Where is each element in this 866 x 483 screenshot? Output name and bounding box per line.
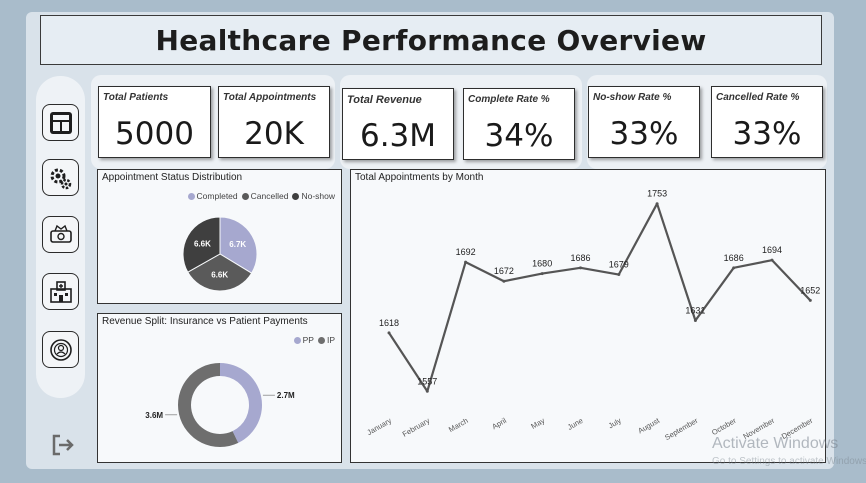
line-data-label: 1753 bbox=[647, 189, 667, 199]
x-tick-label: August bbox=[636, 415, 662, 435]
activate-windows-watermark: Activate Windows bbox=[712, 435, 839, 452]
nav-finance-button[interactable] bbox=[42, 216, 79, 253]
kpi-cancelled-rate: Cancelled Rate % 33% bbox=[711, 86, 823, 158]
line-data-label: 1679 bbox=[609, 260, 629, 270]
donut-data-label: 3.6M bbox=[145, 411, 163, 420]
x-tick-label: June bbox=[566, 416, 585, 432]
kpi-noshow-rate: No-show Rate % 33% bbox=[588, 86, 700, 158]
x-tick-label: September bbox=[663, 416, 700, 442]
appointments-line-chart[interactable]: 1618 January 1557 February 1692 March 1672 Apri… bbox=[351, 170, 824, 461]
x-tick-label: February bbox=[401, 416, 432, 439]
revenue-split-donut[interactable]: 2.7M 3.6M bbox=[98, 314, 340, 461]
kpi-value: 33% bbox=[609, 116, 679, 152]
legend-item-pp[interactable]: PP bbox=[293, 335, 314, 345]
line-point[interactable] bbox=[425, 389, 429, 393]
kpi-value: 34% bbox=[484, 118, 554, 154]
kpi-value: 33% bbox=[732, 116, 802, 152]
line-point[interactable] bbox=[387, 331, 391, 335]
line-point[interactable] bbox=[770, 258, 774, 262]
line-data-label: 1694 bbox=[762, 245, 782, 255]
line-point[interactable] bbox=[808, 298, 812, 302]
line-data-label: 1686 bbox=[724, 253, 744, 263]
line-point[interactable] bbox=[502, 279, 506, 283]
line-data-label: 1686 bbox=[570, 253, 590, 263]
donut-data-label: 2.7M bbox=[277, 391, 295, 400]
dashboard-icon bbox=[49, 111, 72, 134]
appointments-by-month-card[interactable]: Total Appointments by Month 1618 January 1… bbox=[350, 169, 826, 463]
kpi-total-revenue: Total Revenue 6.3M bbox=[342, 88, 454, 160]
x-tick-label: May bbox=[529, 416, 546, 431]
title-bar: Healthcare Performance Overview bbox=[40, 15, 822, 65]
legend-item-cancelled[interactable]: Cancelled bbox=[241, 191, 288, 201]
line-data-label: 1557 bbox=[417, 376, 437, 386]
settings-gears-icon bbox=[50, 168, 71, 189]
appointment-status-card[interactable]: Appointment Status Distribution Complete… bbox=[97, 169, 342, 304]
chart-title: Total Appointments by Month bbox=[355, 172, 484, 183]
legend-item-noshow[interactable]: No-show bbox=[292, 191, 335, 201]
appointments-line-series[interactable] bbox=[388, 202, 812, 393]
chart-title: Revenue Split: Insurance vs Patient Paym… bbox=[102, 316, 308, 327]
nav-doctors-button[interactable] bbox=[42, 331, 79, 368]
donut-slice-pp[interactable] bbox=[220, 363, 263, 443]
page-title: Healthcare Performance Overview bbox=[155, 23, 707, 57]
legend-item-ip[interactable]: IP bbox=[317, 335, 335, 345]
kpi-label: Total Patients bbox=[103, 92, 169, 103]
donut-slice-ip[interactable] bbox=[178, 363, 239, 447]
line-data-label: 1672 bbox=[494, 266, 514, 276]
activate-windows-subtext: Go to Settings to activate Windows. bbox=[712, 456, 866, 467]
pie-data-label: 6.6K bbox=[194, 240, 211, 249]
chart-legend: PP IP bbox=[293, 335, 335, 345]
kpi-value: 20K bbox=[244, 116, 304, 152]
chart-title: Appointment Status Distribution bbox=[102, 172, 243, 183]
line-point[interactable] bbox=[693, 318, 697, 322]
line-point[interactable] bbox=[617, 273, 621, 277]
x-tick-label: April bbox=[490, 416, 508, 431]
pie-data-label: 6.6K bbox=[211, 270, 228, 279]
line-point[interactable] bbox=[540, 272, 544, 276]
x-tick-label: October bbox=[710, 416, 738, 437]
doctor-icon bbox=[49, 338, 72, 361]
kpi-total-appointments: Total Appointments 20K bbox=[218, 86, 330, 158]
logout-icon[interactable] bbox=[48, 431, 76, 459]
x-tick-label: March bbox=[447, 416, 470, 434]
kpi-label: No-show Rate % bbox=[593, 92, 672, 103]
nav-facilities-button[interactable] bbox=[42, 273, 79, 310]
line-data-label: 1652 bbox=[800, 285, 820, 295]
appointment-status-pie[interactable]: 6.7K 6.6K 6.6K bbox=[98, 170, 340, 302]
kpi-label: Total Appointments bbox=[223, 92, 317, 103]
kpi-value: 5000 bbox=[115, 116, 194, 152]
legend-item-completed[interactable]: Completed bbox=[187, 191, 238, 201]
pie-slice-noshow[interactable] bbox=[182, 216, 221, 273]
kpi-value: 6.3M bbox=[359, 118, 437, 154]
line-data-label: 1631 bbox=[685, 305, 705, 315]
chart-legend: Completed Cancelled No-show bbox=[187, 191, 335, 201]
line-point[interactable] bbox=[655, 202, 659, 206]
x-tick-label: January bbox=[365, 416, 393, 437]
kpi-complete-rate: Complete Rate % 34% bbox=[463, 88, 575, 160]
money-icon bbox=[49, 224, 72, 243]
nav-dashboard-button[interactable] bbox=[42, 104, 79, 141]
line-data-label: 1618 bbox=[379, 318, 399, 328]
pie-data-label: 6.7K bbox=[229, 240, 246, 249]
line-point[interactable] bbox=[732, 266, 736, 270]
line-point[interactable] bbox=[579, 266, 582, 270]
line-point[interactable] bbox=[464, 260, 468, 264]
x-tick-label: July bbox=[607, 416, 623, 431]
line-data-label: 1692 bbox=[456, 247, 476, 257]
nav-operations-button[interactable] bbox=[42, 159, 79, 196]
kpi-label: Complete Rate % bbox=[468, 94, 550, 105]
kpi-label: Cancelled Rate % bbox=[716, 92, 800, 103]
hospital-icon bbox=[49, 280, 72, 303]
kpi-label: Total Revenue bbox=[347, 94, 422, 106]
kpi-total-patients: Total Patients 5000 bbox=[98, 86, 211, 158]
line-data-label: 1680 bbox=[532, 259, 552, 269]
revenue-split-card[interactable]: Revenue Split: Insurance vs Patient Paym… bbox=[97, 313, 342, 463]
